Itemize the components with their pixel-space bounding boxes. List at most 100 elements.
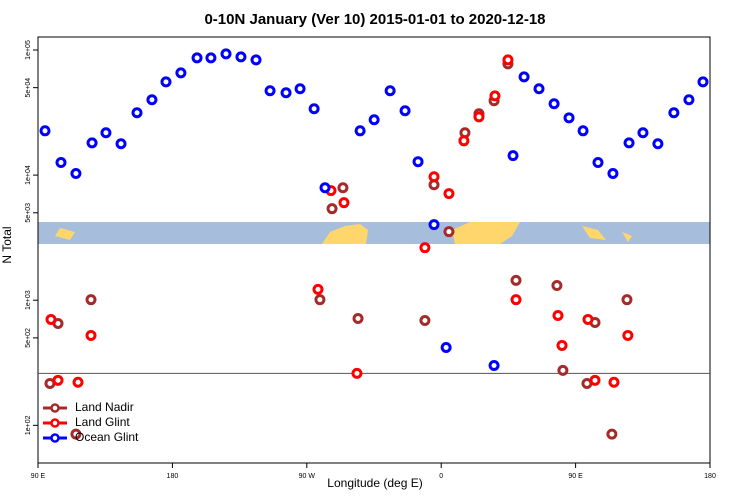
marker bbox=[440, 341, 452, 353]
marker bbox=[100, 127, 112, 139]
marker bbox=[52, 374, 64, 386]
legend-marker bbox=[50, 418, 60, 428]
plot-border bbox=[37, 36, 711, 464]
marker bbox=[55, 157, 67, 169]
marker bbox=[235, 51, 247, 63]
x-axis-label: Longitude (deg E) bbox=[327, 476, 422, 490]
ocean-strip bbox=[38, 222, 710, 244]
marker bbox=[507, 150, 519, 162]
marker bbox=[548, 98, 560, 110]
marker bbox=[428, 171, 440, 183]
marker bbox=[205, 52, 217, 64]
marker bbox=[314, 294, 326, 306]
marker bbox=[557, 364, 569, 376]
marker bbox=[86, 137, 98, 149]
marker bbox=[399, 105, 411, 117]
marker bbox=[518, 71, 530, 83]
marker bbox=[637, 127, 649, 139]
marker bbox=[131, 107, 143, 119]
marker bbox=[70, 167, 82, 179]
marker bbox=[160, 76, 172, 88]
x-tick-label: 180 bbox=[167, 473, 179, 480]
x-tick-label: 0 bbox=[439, 473, 443, 480]
legend-label: Land Glint bbox=[75, 415, 130, 429]
marker bbox=[412, 156, 424, 168]
marker bbox=[115, 138, 127, 150]
marker bbox=[39, 125, 51, 137]
marker bbox=[70, 428, 82, 440]
marker bbox=[621, 294, 633, 306]
marker bbox=[510, 274, 522, 286]
y-tick-label: 1e+02 bbox=[25, 415, 32, 435]
legend-label: Ocean Glint bbox=[75, 430, 139, 444]
marker bbox=[308, 103, 320, 115]
marker bbox=[697, 76, 709, 88]
y-tick-label: 5e+04 bbox=[25, 78, 32, 98]
marker bbox=[533, 83, 545, 95]
marker bbox=[473, 111, 485, 123]
legend-label: Land Nadir bbox=[75, 400, 134, 414]
marker bbox=[556, 339, 568, 351]
marker bbox=[582, 313, 594, 325]
marker bbox=[510, 294, 522, 306]
marker bbox=[294, 83, 306, 95]
legend-marker bbox=[50, 433, 60, 443]
marker bbox=[443, 188, 455, 200]
x-tick-label: 90 W bbox=[299, 473, 316, 480]
marker bbox=[352, 313, 364, 325]
marker bbox=[622, 329, 634, 341]
y-tick-label: 5e+03 bbox=[25, 203, 32, 223]
marker bbox=[551, 280, 563, 292]
marker bbox=[312, 283, 324, 295]
marker bbox=[191, 52, 203, 64]
marker bbox=[607, 167, 619, 179]
marker bbox=[458, 135, 470, 147]
y-axis-label: N Total bbox=[0, 226, 14, 263]
chart-title: 0-10N January (Ver 10) 2015-01-01 to 202… bbox=[204, 11, 545, 28]
marker bbox=[623, 137, 635, 149]
marker bbox=[608, 376, 620, 388]
marker bbox=[502, 54, 514, 66]
marker bbox=[85, 329, 97, 341]
marker bbox=[428, 219, 440, 231]
marker bbox=[338, 197, 350, 209]
marker bbox=[175, 67, 187, 79]
y-tick-label: 5e+02 bbox=[25, 328, 32, 348]
marker bbox=[337, 182, 349, 194]
marker bbox=[72, 376, 84, 388]
marker bbox=[443, 226, 455, 238]
y-tick-label: 1e+05 bbox=[25, 40, 32, 60]
marker bbox=[319, 182, 331, 194]
marker bbox=[220, 48, 232, 60]
marker bbox=[368, 114, 380, 126]
marker bbox=[419, 242, 431, 254]
land-shape bbox=[452, 222, 520, 244]
marker bbox=[146, 94, 158, 106]
marker bbox=[577, 125, 589, 137]
legend-marker bbox=[50, 403, 60, 413]
marker bbox=[384, 85, 396, 97]
marker bbox=[668, 107, 680, 119]
marker bbox=[652, 138, 664, 150]
marker bbox=[280, 87, 292, 99]
y-tick-label: 1e+04 bbox=[25, 165, 32, 185]
land-shape bbox=[322, 224, 368, 244]
x-tick-label: 90 E bbox=[31, 473, 46, 480]
marker bbox=[488, 359, 500, 371]
x-tick-label: 180 bbox=[704, 473, 716, 480]
y-tick-label: 1e+03 bbox=[25, 290, 32, 310]
marker bbox=[606, 428, 618, 440]
marker bbox=[552, 309, 564, 321]
marker bbox=[683, 94, 695, 106]
marker bbox=[264, 85, 276, 97]
marker bbox=[354, 125, 366, 137]
marker bbox=[250, 54, 262, 66]
map-strip bbox=[38, 222, 710, 244]
marker bbox=[351, 367, 363, 379]
marker bbox=[589, 374, 601, 386]
marker bbox=[489, 90, 501, 102]
marker bbox=[85, 294, 97, 306]
x-tick-label: 90 E bbox=[568, 473, 583, 480]
